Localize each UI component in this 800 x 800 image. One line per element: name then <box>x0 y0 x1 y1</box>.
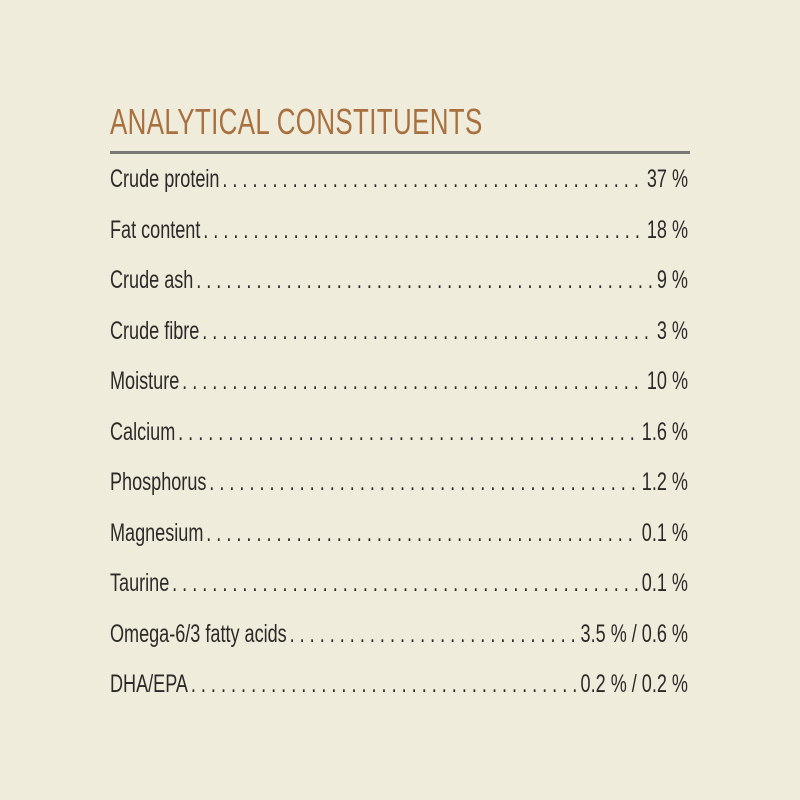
dot-leader <box>222 162 644 196</box>
constituent-label: Crude fibre <box>110 316 200 345</box>
dot-leader <box>290 617 578 651</box>
dot-leader <box>196 263 654 297</box>
list-item: Crude fibre 3 % <box>110 314 688 365</box>
constituent-value: 3 % <box>656 316 688 345</box>
dot-leader <box>178 415 639 449</box>
dot-leader <box>203 213 644 247</box>
list-item: Moisture 10 % <box>110 364 688 415</box>
constituent-value: 1.2 % <box>641 468 688 496</box>
constituents-list: Crude protein 37 % Fat content 18 % Crud… <box>110 162 688 718</box>
list-item: Crude ash 9 % <box>110 263 688 314</box>
constituent-value: 37 % <box>646 165 688 193</box>
constituent-label: Crude ash <box>110 266 194 294</box>
section-title: ANALYTICAL CONSTITUENTS <box>110 101 483 142</box>
constituent-value: 0.2 % / 0.2 % <box>580 670 688 698</box>
constituent-value: 0.1 % <box>641 518 688 547</box>
dot-leader <box>206 516 639 550</box>
dot-leader <box>202 314 654 348</box>
list-item: Omega-6/3 fatty acids 3.5 % / 0.6 % <box>110 617 688 668</box>
constituent-value: 18 % <box>646 215 688 244</box>
list-item: Fat content 18 % <box>110 213 688 264</box>
constituent-label: Taurine <box>110 569 170 597</box>
list-item: Phosphorus 1.2 % <box>110 465 688 516</box>
constituent-label: DHA/EPA <box>110 670 188 698</box>
dot-leader <box>182 364 644 398</box>
constituent-label: Crude protein <box>110 165 220 193</box>
list-item: Calcium 1.6 % <box>110 415 688 466</box>
title-divider <box>110 151 690 154</box>
dot-leader <box>191 667 578 701</box>
list-item: Magnesium 0.1 % <box>110 516 688 567</box>
dot-leader <box>209 465 639 499</box>
constituent-value: 10 % <box>646 367 688 395</box>
constituent-value: 3.5 % / 0.6 % <box>580 619 688 648</box>
constituent-label: Calcium <box>110 417 176 446</box>
constituent-value: 9 % <box>656 266 688 294</box>
list-item: Taurine 0.1 % <box>110 566 688 617</box>
constituent-label: Phosphorus <box>110 468 207 496</box>
list-item: DHA/EPA 0.2 % / 0.2 % <box>110 667 688 718</box>
constituent-label: Fat content <box>110 215 201 244</box>
list-item: Crude protein 37 % <box>110 162 688 213</box>
dot-leader <box>172 566 639 600</box>
constituent-label: Magnesium <box>110 518 204 547</box>
constituent-label: Omega-6/3 fatty acids <box>110 619 287 648</box>
constituent-label: Moisture <box>110 367 180 395</box>
constituent-value: 1.6 % <box>641 417 688 446</box>
constituent-value: 0.1 % <box>641 569 688 597</box>
